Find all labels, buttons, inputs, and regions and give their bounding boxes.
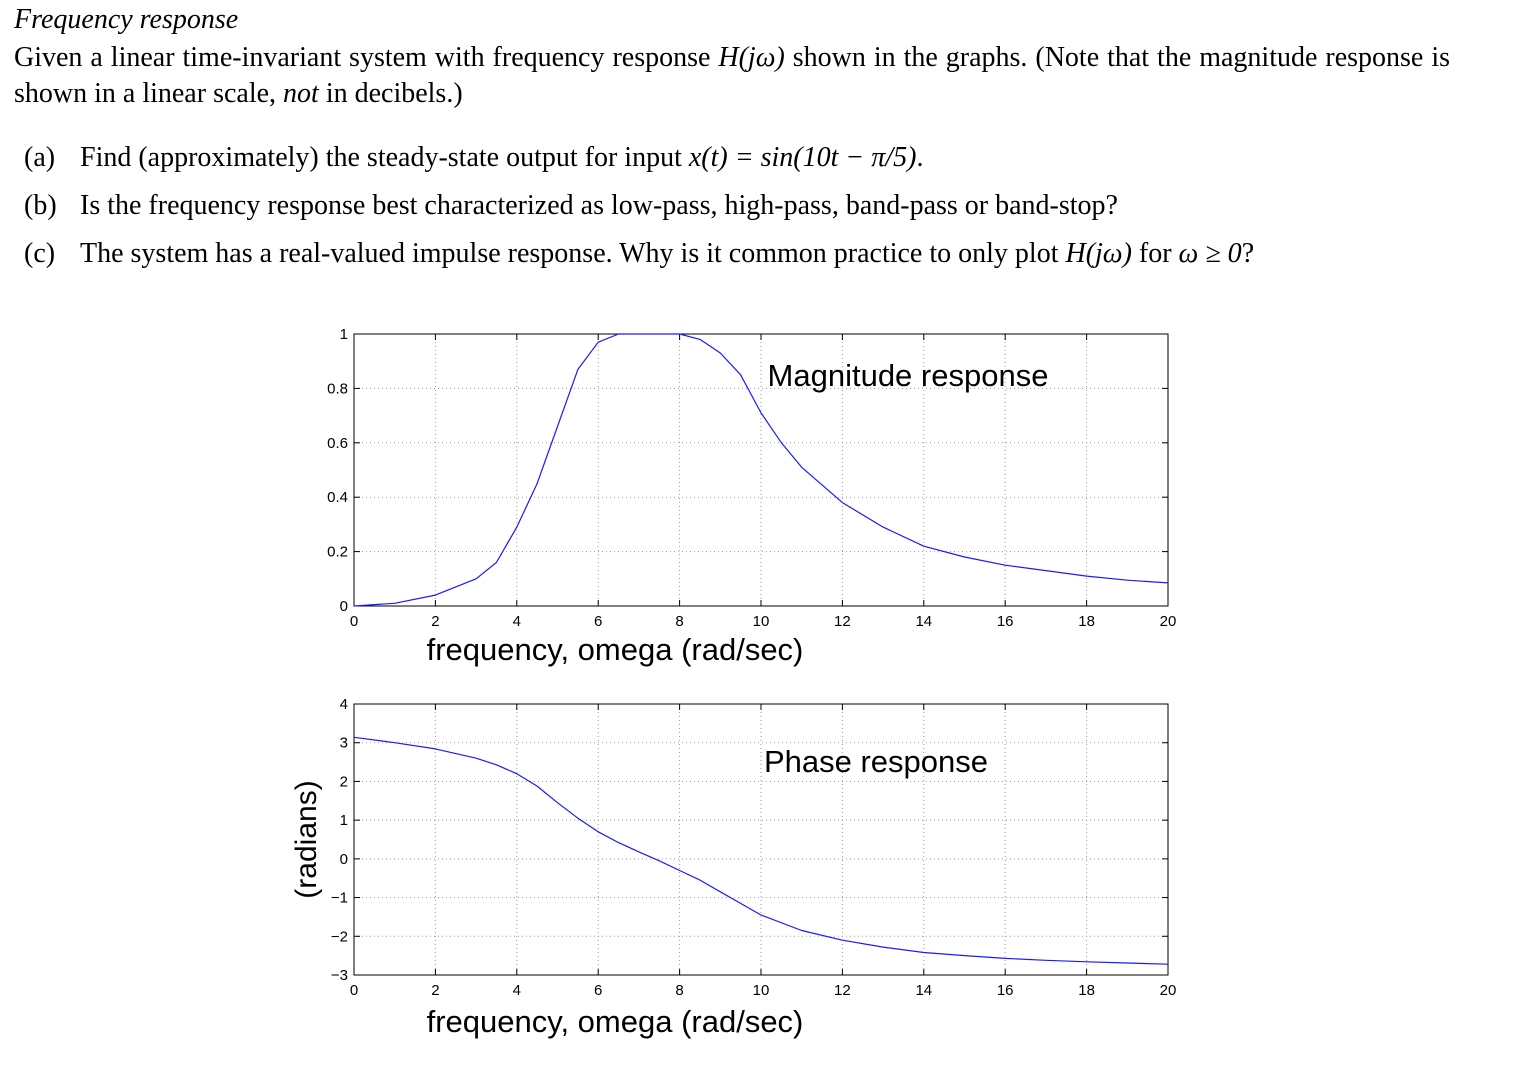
question-a: (a) Find (approximately) the steady-state… — [24, 142, 923, 174]
mag-y-tick-label: 0.4 — [327, 489, 348, 506]
mag-x-tick-label: 14 — [915, 613, 932, 630]
mag-x-tick-label: 0 — [350, 613, 358, 630]
intro-math: H(jω) — [718, 42, 785, 73]
mag-x-tick-label: 6 — [594, 613, 602, 630]
phase-x-tick-label: 18 — [1078, 982, 1095, 999]
mag-y-tick-label: 0 — [340, 598, 348, 615]
mag-x-tick-label: 20 — [1160, 613, 1177, 630]
question-b-label: (b) — [24, 190, 57, 221]
mag-x-tick-label: 16 — [997, 613, 1014, 630]
question-c-text: The system has a real-valued impulse res… — [80, 238, 1066, 269]
mag-x-tick-label: 12 — [834, 613, 851, 630]
mag-x-label: frequency, omega (rad/sec) — [427, 632, 804, 667]
mag-x-tick-label: 18 — [1078, 613, 1095, 630]
question-c-between: for — [1131, 238, 1179, 269]
phase-x-tick-label: 20 — [1160, 982, 1177, 999]
question-a-label: (a) — [24, 142, 56, 173]
question-c-math2: ω ≥ 0 — [1178, 238, 1242, 269]
phase-x-tick-label: 6 — [594, 982, 602, 999]
phase-y-label: (radians) — [290, 780, 323, 898]
intro-text-2: shown in the graphs. (Note that the magn… — [14, 42, 1450, 109]
phase-x-label: frequency, omega (rad/sec) — [427, 1004, 804, 1039]
phase-y-tick-label: 3 — [340, 735, 348, 752]
mag-y-tick-label: 1 — [340, 326, 348, 343]
mag-y-tick-label: 0.8 — [327, 380, 348, 397]
mag-x-tick-label: 4 — [513, 613, 521, 630]
question-a-end: . — [916, 142, 924, 173]
phase-x-tick-label: 0 — [350, 982, 358, 999]
question-b-text: Is the frequency response best character… — [80, 190, 1118, 221]
intro-emphasis: not — [283, 78, 319, 109]
magnitude-plot: 0 2 4 6 8 10 12 14 16 18 20 0 0.2 0.4 0.6 0.8 1 Magnitude… — [327, 326, 1176, 667]
phase-x-tick-label: 10 — [753, 982, 770, 999]
mag-x-tick-label: 2 — [431, 613, 439, 630]
phase-x-tick-label: 12 — [834, 982, 851, 999]
phase-x-tick-label: 16 — [997, 982, 1014, 999]
phase-y-tick-label: 4 — [340, 696, 348, 713]
question-c-label: (c) — [24, 238, 56, 269]
question-c-end: ? — [1241, 238, 1255, 269]
question-c-math: H(jω) — [1065, 238, 1132, 269]
phase-series-line — [353, 736, 1169, 965]
question-c: (c) The system has a real-valued impulse … — [24, 238, 1254, 270]
phase-y-tick-label: 0 — [340, 851, 348, 868]
mag-x-tick-label: 8 — [675, 613, 683, 630]
phase-y-tick-label: 1 — [340, 812, 348, 829]
question-a-math: x(t) = sin(10t − π/5) — [688, 142, 917, 173]
phase-x-tick-label: 8 — [675, 982, 683, 999]
phase-title: Phase response — [764, 744, 988, 779]
phase-y-tick-label: 2 — [340, 773, 348, 790]
mag-title: Magnitude response — [768, 358, 1049, 393]
problem-intro: Given a linear time-invariant system wit… — [14, 40, 1450, 112]
mag-series-line — [353, 333, 1169, 607]
question-b: (b) Is the frequency response best charac… — [24, 190, 1118, 222]
question-a-text: Find (approximately) the steady-state ou… — [80, 142, 689, 173]
mag-y-tick-label: 0.6 — [327, 435, 348, 452]
intro-text-3: in decibels.) — [318, 78, 463, 109]
phase-y-tick-label: −3 — [331, 967, 348, 984]
problem-title: Frequency response — [14, 4, 239, 35]
mag-y-tick-label: 0.2 — [327, 544, 348, 561]
intro-text-1: Given a linear time-invariant system wit… — [14, 42, 719, 73]
phase-x-tick-label: 2 — [431, 982, 439, 999]
phase-y-tick-label: −2 — [331, 928, 348, 945]
phase-y-tick-label: −1 — [331, 890, 348, 907]
mag-x-tick-label: 10 — [753, 613, 770, 630]
phase-x-tick-label: 4 — [513, 982, 521, 999]
phase-x-tick-label: 14 — [915, 982, 932, 999]
